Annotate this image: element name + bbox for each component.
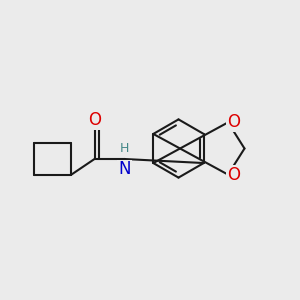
Text: N: N [118, 160, 131, 178]
Text: O: O [227, 113, 240, 131]
Text: H: H [120, 142, 129, 154]
Text: O: O [227, 166, 240, 184]
Text: O: O [88, 111, 101, 129]
